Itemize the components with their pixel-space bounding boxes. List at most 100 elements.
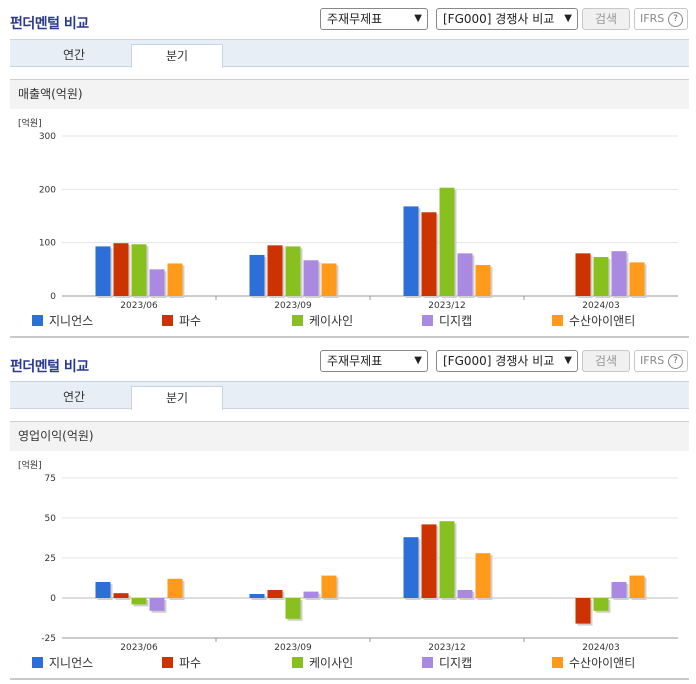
legend-swatch bbox=[162, 657, 173, 668]
legend-label: 지니언스 bbox=[49, 314, 94, 328]
y-tick-label: 0 bbox=[50, 292, 56, 302]
bar[interactable] bbox=[131, 244, 147, 296]
bar[interactable] bbox=[611, 251, 627, 296]
competitor-select[interactable]: [FG000] 경쟁사 비교 ▼ bbox=[436, 350, 578, 372]
legend-label: 수산아이앤티 bbox=[569, 656, 636, 670]
search-button[interactable]: 검색 bbox=[582, 350, 630, 372]
ifrs-button[interactable]: IFRS ? bbox=[634, 350, 688, 372]
bar[interactable] bbox=[267, 245, 283, 296]
bar[interactable] bbox=[439, 521, 455, 598]
bar[interactable] bbox=[267, 590, 283, 598]
x-tick-label: 2023/12 bbox=[428, 301, 465, 311]
bar[interactable] bbox=[131, 598, 147, 605]
tab-quarterly[interactable]: 분기 bbox=[131, 386, 223, 410]
legend-item[interactable]: 파수 bbox=[162, 312, 201, 329]
help-icon[interactable]: ? bbox=[668, 12, 683, 27]
y-tick-label: 200 bbox=[39, 185, 56, 195]
legend-swatch bbox=[292, 315, 303, 326]
x-tick-label: 2024/03 bbox=[582, 301, 619, 311]
x-tick-label: 2023/09 bbox=[274, 301, 312, 311]
x-tick-label: 2023/06 bbox=[120, 301, 158, 311]
bar[interactable] bbox=[403, 206, 419, 296]
competitor-select-value: [FG000] 경쟁사 비교 bbox=[443, 12, 555, 26]
bar[interactable] bbox=[593, 257, 609, 296]
bar[interactable] bbox=[421, 212, 437, 296]
bar[interactable] bbox=[421, 524, 437, 598]
bar[interactable] bbox=[593, 598, 609, 611]
revenue-chart: [억원] 0 100 200 300 2023/06 2023/09 2023/12 2024/… bbox=[18, 117, 678, 311]
legend-item[interactable]: 수산아이앤티 bbox=[552, 654, 635, 671]
x-tick-label: 2024/03 bbox=[582, 643, 619, 653]
bar[interactable] bbox=[321, 263, 337, 296]
statement-select[interactable]: 주재무제표 ▼ bbox=[320, 8, 428, 30]
period-tabs: 연간 분기 bbox=[10, 381, 689, 410]
legend-swatch bbox=[552, 657, 563, 668]
bar[interactable] bbox=[457, 590, 473, 598]
bar[interactable] bbox=[113, 243, 129, 296]
competitor-select-value: [FG000] 경쟁사 비교 bbox=[443, 354, 555, 368]
divider bbox=[10, 678, 689, 680]
bar[interactable] bbox=[249, 594, 265, 598]
bar[interactable] bbox=[167, 263, 183, 296]
legend-label: 파수 bbox=[179, 314, 202, 328]
legend-swatch bbox=[552, 315, 563, 326]
legend-item[interactable]: 수산아이앤티 bbox=[552, 312, 635, 329]
bar[interactable] bbox=[611, 582, 627, 598]
legend-item[interactable]: 디지캡 bbox=[422, 312, 472, 329]
fundamental-section-2: 펀더멘털 비교 주재무제표 ▼ [FG000] 경쟁사 비교 ▼ 검색 IFRS… bbox=[0, 342, 696, 684]
bar[interactable] bbox=[575, 598, 591, 624]
help-icon[interactable]: ? bbox=[668, 354, 683, 369]
legend-label: 수산아이앤티 bbox=[569, 314, 636, 328]
bar[interactable] bbox=[475, 265, 491, 296]
ifrs-label: IFRS bbox=[640, 354, 665, 367]
legend-item[interactable]: 파수 bbox=[162, 654, 201, 671]
y-tick-label: 50 bbox=[45, 514, 57, 524]
search-button[interactable]: 검색 bbox=[582, 8, 630, 30]
statement-select-value: 주재무제표 bbox=[327, 12, 383, 26]
bar[interactable] bbox=[249, 254, 265, 296]
bar[interactable] bbox=[285, 246, 301, 296]
chart-legend: 지니언스 파수 케이사인 디지캡 수산아이앤티 bbox=[0, 654, 696, 672]
y-tick-label: 0 bbox=[50, 594, 56, 604]
operating-profit-chart: [억원] -25 0 25 50 75 2023/06 2023/09 2023/12 2024/… bbox=[18, 459, 678, 653]
bar[interactable] bbox=[303, 260, 319, 296]
bar[interactable] bbox=[149, 269, 165, 296]
bar[interactable] bbox=[149, 598, 165, 611]
ifrs-button[interactable]: IFRS ? bbox=[634, 8, 688, 30]
bar[interactable] bbox=[403, 537, 419, 598]
legend-label: 지니언스 bbox=[49, 656, 94, 670]
section-title: 펀더멘털 비교 bbox=[10, 359, 89, 375]
bar[interactable] bbox=[303, 591, 319, 598]
tab-quarterly[interactable]: 분기 bbox=[131, 44, 223, 68]
bar[interactable] bbox=[439, 187, 455, 296]
legend-item[interactable]: 케이사인 bbox=[292, 312, 353, 329]
ifrs-label: IFRS bbox=[640, 12, 665, 25]
tab-annual[interactable]: 연간 bbox=[62, 48, 86, 62]
bar[interactable] bbox=[95, 582, 111, 598]
tab-annual[interactable]: 연간 bbox=[62, 390, 86, 404]
legend-swatch bbox=[32, 657, 43, 668]
bar[interactable] bbox=[113, 593, 129, 598]
legend-item[interactable]: 지니언스 bbox=[32, 654, 93, 671]
legend-label: 디지캡 bbox=[439, 314, 473, 328]
y-tick-label: 300 bbox=[39, 132, 56, 142]
statement-select-value: 주재무제표 bbox=[327, 354, 383, 368]
bar[interactable] bbox=[285, 598, 301, 619]
bar[interactable] bbox=[321, 575, 337, 598]
bar[interactable] bbox=[629, 575, 645, 598]
bar[interactable] bbox=[629, 262, 645, 296]
metric-title: 매출액(억원) bbox=[10, 79, 689, 109]
legend-label: 케이사인 bbox=[309, 314, 354, 328]
bar[interactable] bbox=[475, 553, 491, 598]
bar[interactable] bbox=[167, 578, 183, 598]
bar[interactable] bbox=[457, 253, 473, 296]
legend-label: 파수 bbox=[179, 656, 202, 670]
legend-item[interactable]: 디지캡 bbox=[422, 654, 472, 671]
chevron-down-icon: ▼ bbox=[414, 13, 422, 24]
legend-item[interactable]: 지니언스 bbox=[32, 312, 93, 329]
competitor-select[interactable]: [FG000] 경쟁사 비교 ▼ bbox=[436, 8, 578, 30]
bar[interactable] bbox=[95, 246, 111, 296]
legend-item[interactable]: 케이사인 bbox=[292, 654, 353, 671]
statement-select[interactable]: 주재무제표 ▼ bbox=[320, 350, 428, 372]
bar[interactable] bbox=[575, 253, 591, 296]
